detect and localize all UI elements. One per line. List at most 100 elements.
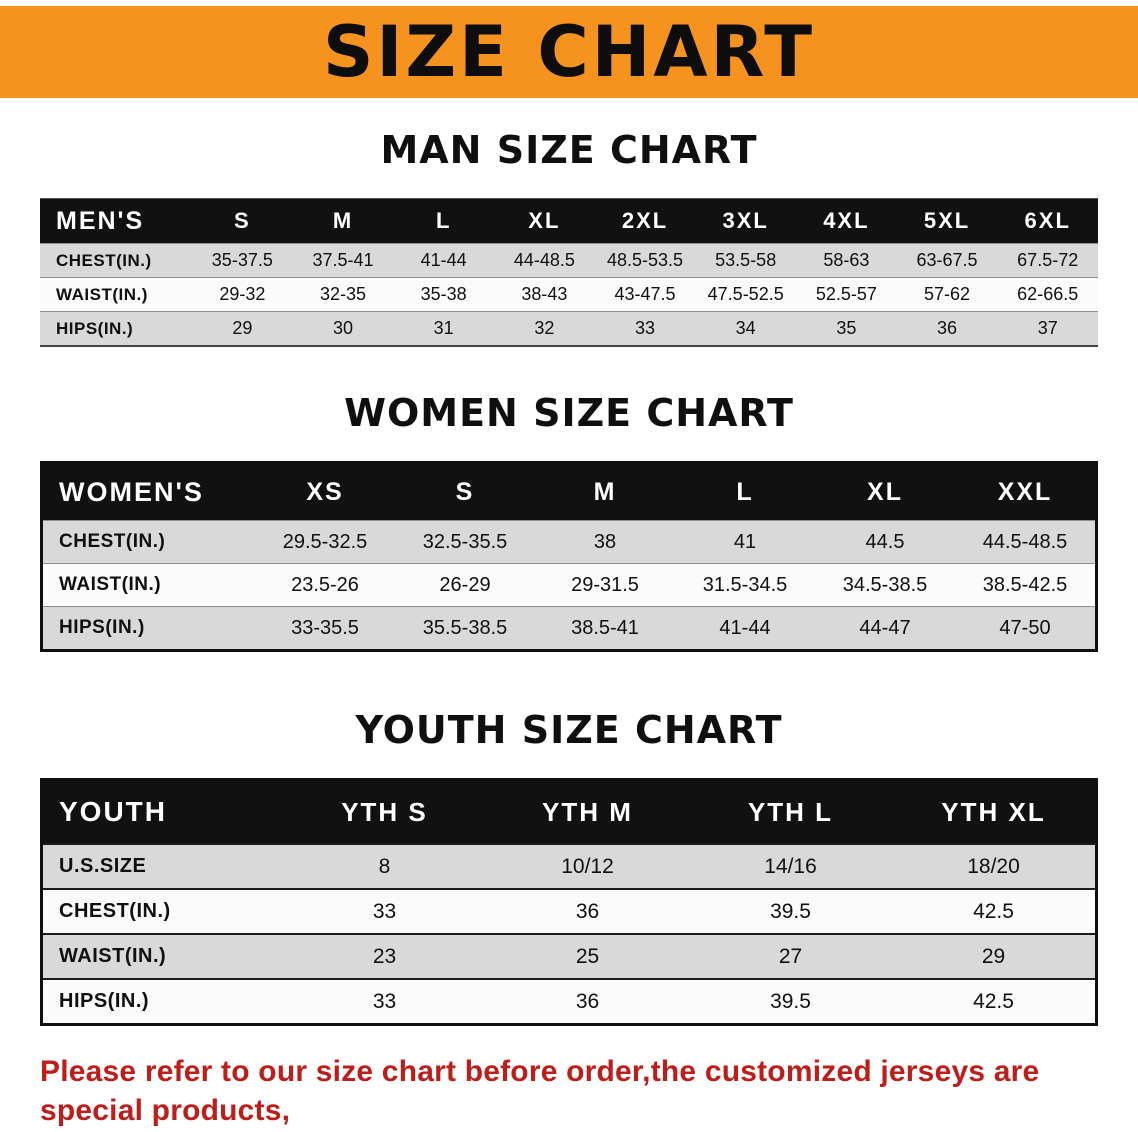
- table-header-row: MEN'S S M L XL 2XL 3XL 4XL 5XL 6XL: [40, 199, 1098, 243]
- table-row: U.S.SIZE 8 10/12 14/16 18/20: [43, 843, 1095, 888]
- size-column-header: YTH XL: [941, 796, 1046, 827]
- size-value-cell: 38.5-42.5: [982, 573, 1068, 596]
- banner-title: SIZE CHART: [322, 11, 816, 93]
- size-column-header: M: [332, 208, 354, 233]
- size-value-cell: 32: [534, 318, 555, 338]
- table-row: CHEST(IN.) 29.5-32.5 32.5-35.5 38 41 44.5 44.5…: [43, 520, 1095, 563]
- size-value-cell: 29: [981, 944, 1006, 968]
- size-value-cell: 48.5-53.5: [606, 250, 684, 270]
- row-label-cell: CHEST(IN.): [56, 250, 152, 270]
- size-value-cell: 29-32: [219, 284, 266, 304]
- size-value-cell: 57-62: [924, 284, 971, 304]
- youth-size-section: YOUTH SIZE CHART YOUTH YTH S YTH M YTH L YTH…: [0, 708, 1138, 1026]
- table-title-cell: WOMEN'S: [59, 476, 204, 507]
- size-value-cell: 63-67.5: [916, 250, 978, 270]
- size-value-cell: 35.5-38.5: [422, 616, 508, 639]
- size-value-cell: 29.5-32.5: [282, 530, 368, 553]
- table-row: WAIST(IN.) 23.5-26 26-29 29-31.5 31.5-34.5 34…: [43, 563, 1095, 606]
- women-section-heading: WOMEN SIZE CHART: [344, 391, 794, 435]
- size-value-cell: 37: [1037, 318, 1058, 338]
- size-value-cell: 36: [575, 989, 600, 1013]
- size-value-cell: 44.5-48.5: [982, 530, 1068, 553]
- size-value-cell: 38: [593, 530, 617, 553]
- youth-size-table: YOUTH YTH S YTH M YTH L YTH XL U.S.SIZE 8 10/12…: [40, 778, 1098, 1026]
- size-value-cell: 29: [232, 318, 253, 338]
- row-label-cell: WAIST(IN.): [59, 945, 167, 967]
- size-value-cell: 36: [937, 318, 958, 338]
- size-column-header: XL: [867, 477, 903, 506]
- size-value-cell: 33-35.5: [291, 616, 359, 639]
- size-value-cell: 37.5-41: [312, 250, 374, 270]
- size-value-cell: 31.5-34.5: [702, 573, 788, 596]
- size-value-cell: 8: [378, 854, 391, 878]
- size-value-cell: 35-38: [420, 284, 467, 304]
- size-value-cell: 42.5: [973, 899, 1014, 923]
- table-row: WAIST(IN.) 23 25 27 29: [43, 933, 1095, 978]
- row-label-cell: HIPS(IN.): [56, 318, 134, 338]
- size-value-cell: 41: [733, 530, 757, 553]
- size-value-cell: 41-44: [719, 616, 771, 639]
- table-title-cell: YOUTH: [59, 796, 167, 827]
- size-chart-banner: SIZE CHART: [0, 6, 1138, 98]
- table-row: CHEST(IN.) 35-37.5 37.5-41 41-44 44-48.5 48.5…: [40, 243, 1098, 277]
- table-row: HIPS(IN.) 29 30 31 32 33 34 35 36 37: [40, 311, 1098, 345]
- table-header-row: YOUTH YTH S YTH M YTH L YTH XL: [43, 781, 1095, 843]
- size-column-header: 2XL: [621, 208, 669, 233]
- size-value-cell: 62-66.5: [1017, 284, 1079, 304]
- size-column-header: YTH L: [747, 796, 834, 827]
- size-value-cell: 43-47.5: [614, 284, 676, 304]
- size-column-header: S: [233, 208, 251, 233]
- size-value-cell: 33: [635, 318, 656, 338]
- size-value-cell: 38.5-41: [571, 616, 639, 639]
- size-value-cell: 33: [372, 989, 397, 1013]
- row-label-cell: WAIST(IN.): [56, 284, 148, 304]
- size-column-header: XS: [306, 477, 344, 506]
- row-label-cell: HIPS(IN.): [59, 617, 145, 638]
- disclaimer-text: Please refer to our size chart before or…: [40, 1052, 1098, 1132]
- size-column-header: YTH M: [542, 796, 633, 827]
- youth-section-heading: YOUTH SIZE CHART: [355, 708, 783, 752]
- row-label-cell: CHEST(IN.): [59, 900, 171, 922]
- size-value-cell: 10/12: [561, 854, 614, 878]
- size-value-cell: 39.5: [770, 989, 811, 1013]
- table-row: HIPS(IN.) 33 36 39.5 42.5: [43, 978, 1095, 1023]
- disclaimer-line-1: Please refer to our size chart before or…: [40, 1055, 1040, 1127]
- size-value-cell: 44-47: [859, 616, 911, 639]
- size-column-header: XL: [528, 208, 561, 233]
- row-label-cell: U.S.SIZE: [59, 855, 147, 877]
- size-column-header: 3XL: [722, 208, 769, 233]
- table-row: HIPS(IN.) 33-35.5 35.5-38.5 38.5-41 41-44 44-…: [43, 606, 1095, 649]
- men-size-table: MEN'S S M L XL 2XL 3XL 4XL 5XL 6XL CHEST(IN.) 35-37…: [40, 198, 1098, 347]
- size-value-cell: 33: [372, 899, 397, 923]
- table-header-row: WOMEN'S XS S M L XL XXL: [43, 464, 1095, 520]
- size-value-cell: 26-29: [439, 573, 491, 596]
- size-value-cell: 44.5: [865, 530, 905, 553]
- size-value-cell: 44-48.5: [513, 250, 575, 270]
- size-value-cell: 47-50: [999, 616, 1051, 639]
- size-column-header: L: [435, 208, 452, 233]
- size-column-header: 6XL: [1024, 208, 1071, 233]
- size-column-header: 5XL: [923, 208, 971, 233]
- size-value-cell: 52.5-57: [815, 284, 877, 304]
- size-column-header: 4XL: [823, 208, 870, 233]
- size-value-cell: 27: [778, 944, 803, 968]
- size-column-header: YTH S: [341, 796, 428, 827]
- size-value-cell: 31: [433, 318, 454, 338]
- table-row: CHEST(IN.) 33 36 39.5 42.5: [43, 888, 1095, 933]
- size-column-header: S: [455, 477, 475, 506]
- size-value-cell: 18/20: [967, 854, 1020, 878]
- size-value-cell: 32.5-35.5: [422, 530, 508, 553]
- size-column-header: L: [736, 477, 754, 506]
- size-value-cell: 29-31.5: [571, 573, 639, 596]
- size-value-cell: 38-43: [521, 284, 568, 304]
- size-value-cell: 23: [372, 944, 397, 968]
- size-value-cell: 47.5-52.5: [707, 284, 784, 304]
- size-value-cell: 14/16: [764, 854, 817, 878]
- size-value-cell: 41-44: [420, 250, 467, 270]
- size-column-header: M: [593, 477, 617, 506]
- men-section-heading: MAN SIZE CHART: [380, 128, 758, 172]
- size-value-cell: 30: [332, 318, 354, 338]
- row-label-cell: WAIST(IN.): [59, 574, 162, 595]
- size-value-cell: 53.5-58: [715, 250, 777, 270]
- women-size-table: WOMEN'S XS S M L XL XXL CHEST(IN.) 29.5-32.5 32.5…: [40, 461, 1098, 652]
